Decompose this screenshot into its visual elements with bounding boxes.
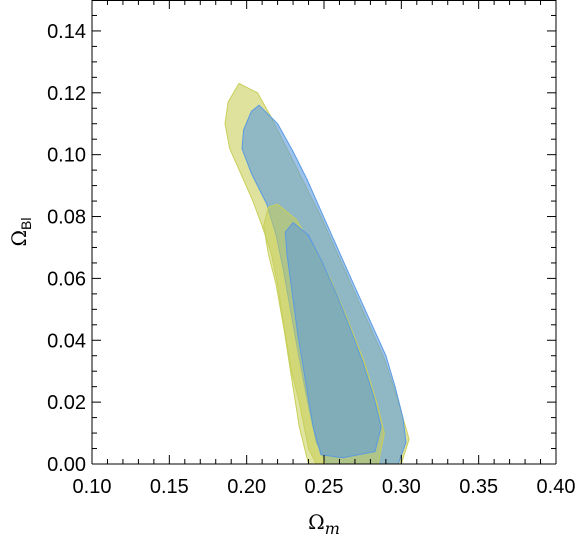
- y-axis-ticks: 0.00 0.02 0.04 0.06 0.08 0.10 0.12 0.14: [47, 0, 556, 476]
- x-axis-label-symbol: Ω: [308, 510, 325, 534]
- y-tick-label: 0.14: [47, 21, 86, 43]
- y-tick-label: 0.06: [47, 268, 86, 290]
- y-axis-label: ΩBl: [7, 217, 34, 246]
- x-tick-label: 0.25: [305, 476, 344, 498]
- y-axis-label-subscript: Bl: [18, 217, 34, 229]
- y-tick-label: 0.00: [47, 454, 86, 476]
- series-1-contour-1sigma: [284, 222, 382, 459]
- y-tick-label: 0.12: [47, 83, 86, 105]
- x-axis-ticks: 0.10 0.15 0.20 0.25 0.30 0.35 0.40: [73, 0, 576, 498]
- y-tick-label: 0.08: [47, 207, 86, 229]
- x-tick-label: 0.15: [150, 476, 189, 498]
- x-axis-label: Ωm: [308, 510, 340, 535]
- x-tick-label: 0.20: [227, 476, 266, 498]
- x-axis-label-subscript: m: [325, 519, 340, 535]
- y-axis-label-symbol: Ω: [7, 230, 31, 247]
- contour-layers: [224, 82, 410, 465]
- y-tick-label: 0.10: [47, 145, 86, 167]
- x-tick-label: 0.30: [382, 476, 421, 498]
- x-tick-label: 0.35: [459, 476, 498, 498]
- y-tick-label: 0.04: [47, 330, 86, 352]
- x-tick-label: 0.40: [537, 476, 576, 498]
- x-tick-label: 0.10: [73, 476, 112, 498]
- y-tick-label: 0.02: [47, 392, 86, 414]
